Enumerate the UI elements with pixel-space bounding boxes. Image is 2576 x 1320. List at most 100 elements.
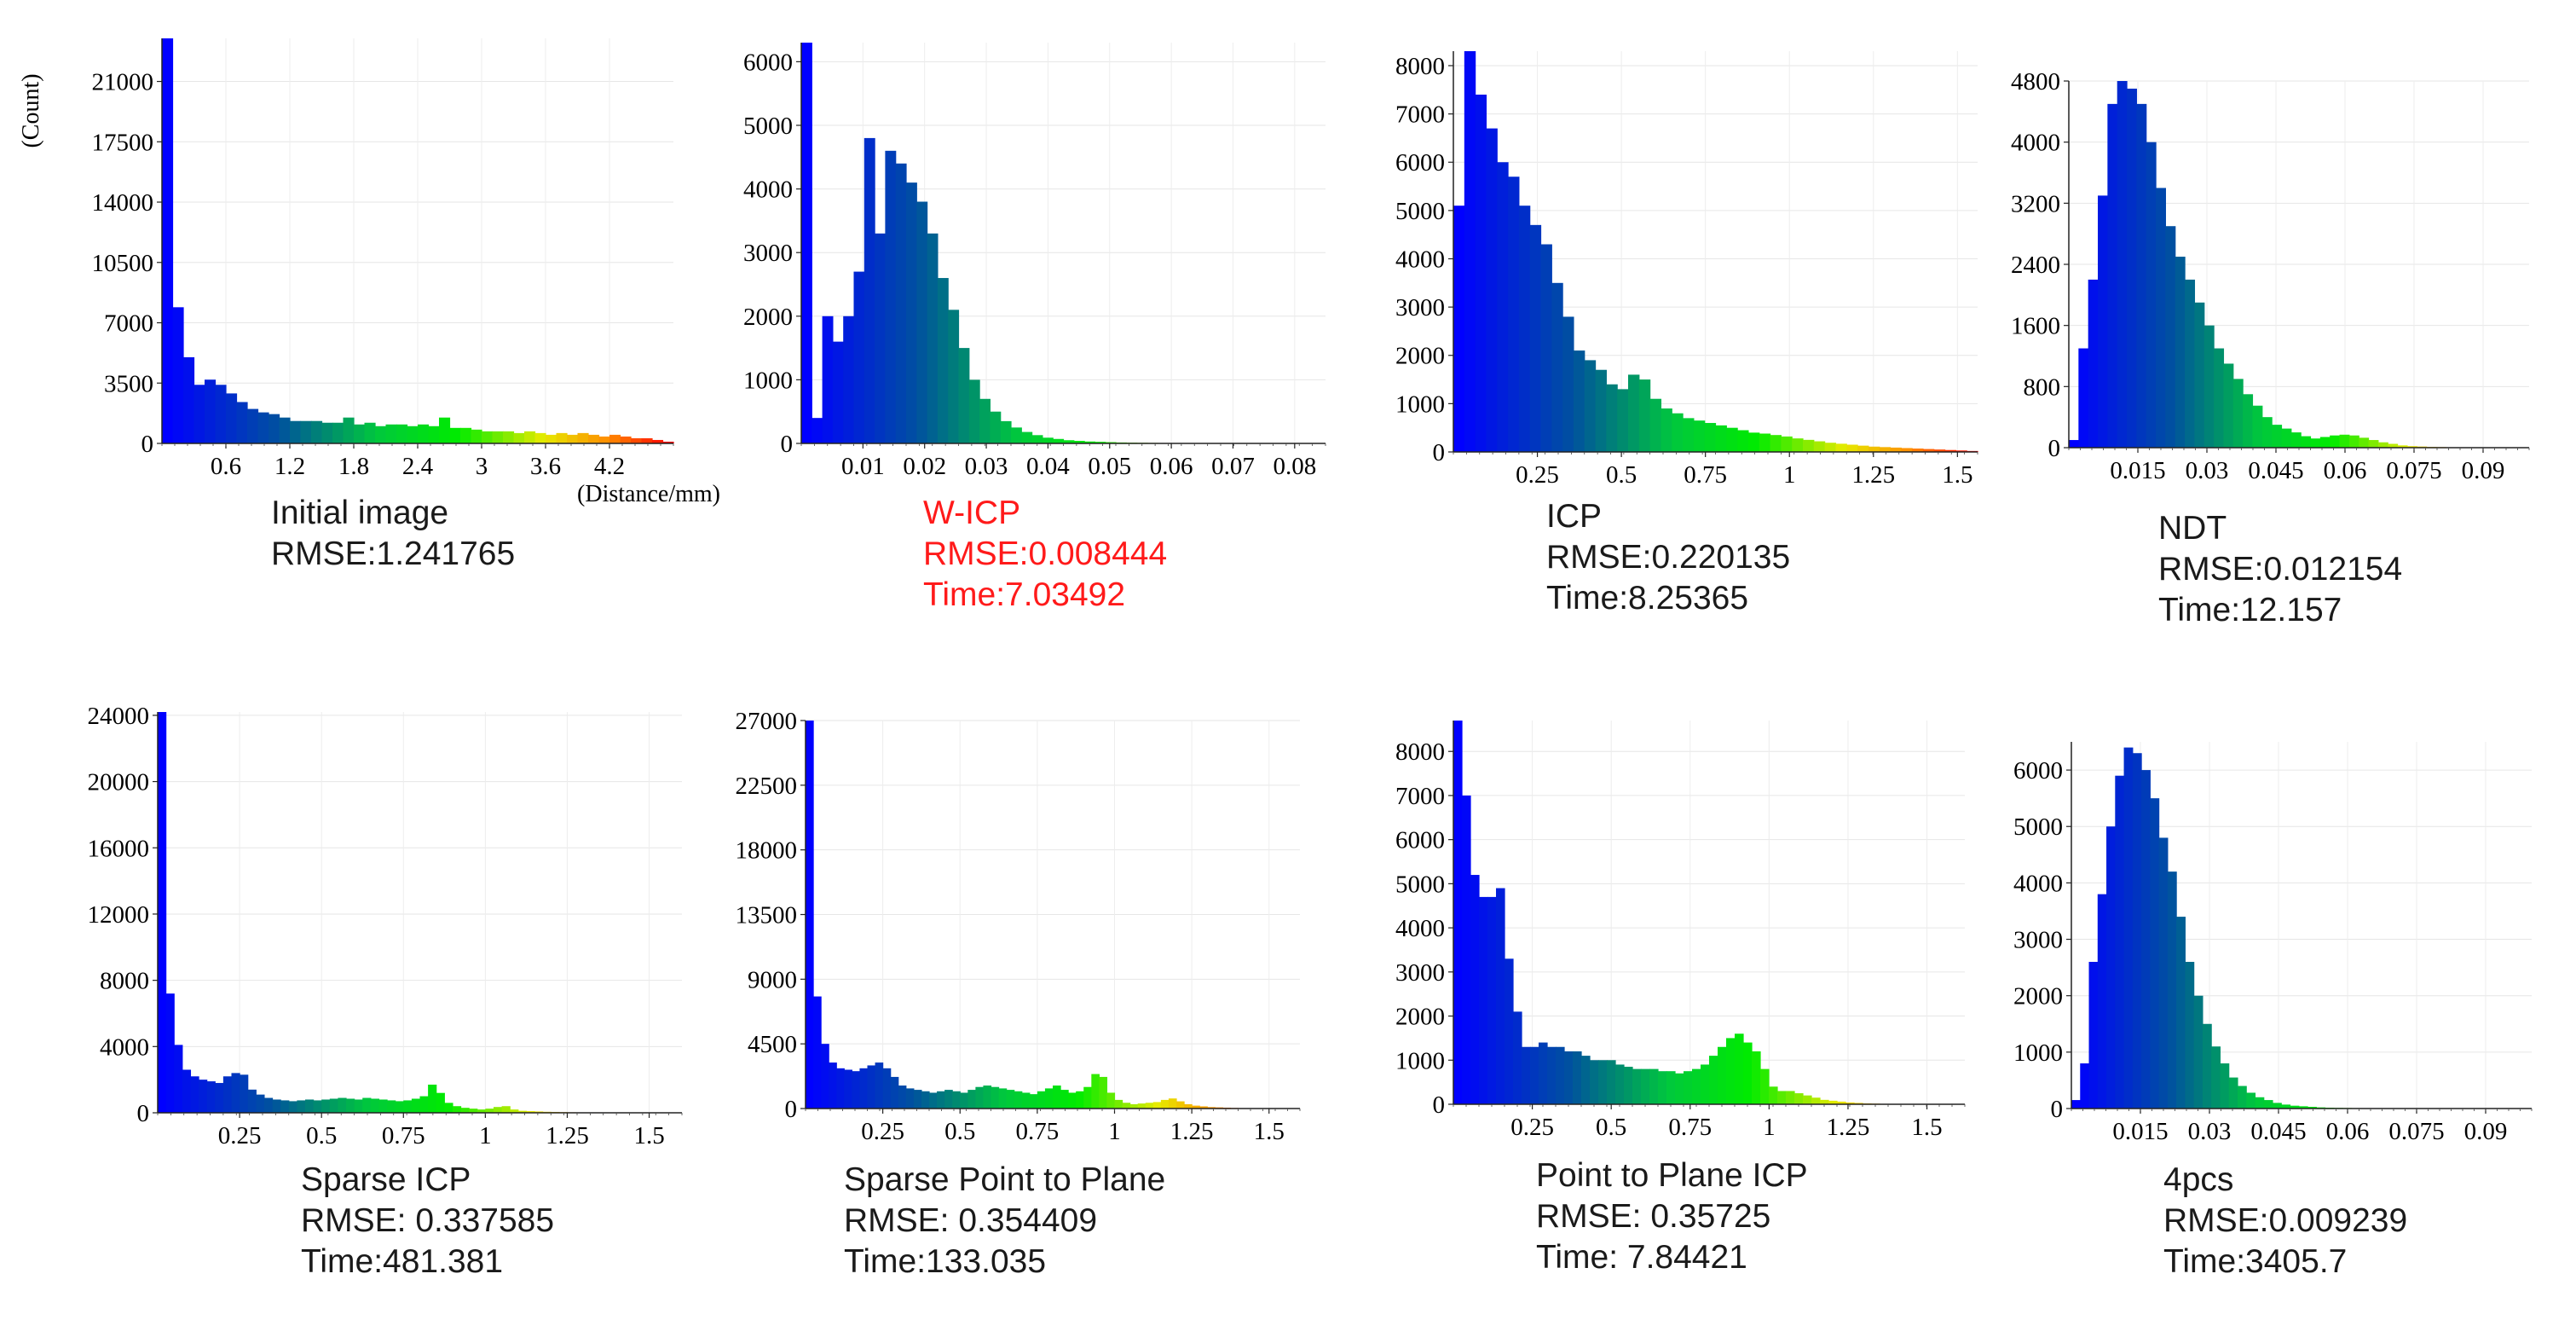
histogram-bar: [183, 356, 195, 443]
histogram-bar: [524, 431, 536, 443]
histogram-bar: [859, 1068, 869, 1109]
chart-panel-4pcs: 0 1000 2000 3000 4000 5000 6000 0.015 0.03 0.045 0…: [0, 682, 2576, 1320]
histogram-bar: [1715, 425, 1727, 452]
histogram-bar: [1803, 439, 1815, 452]
x-tick-label: 0.04: [1026, 453, 1070, 480]
histogram-bar: [2098, 195, 2108, 448]
histogram-bar: [2097, 894, 2107, 1109]
histogram-bar: [1933, 449, 1946, 452]
histogram-bar: [1014, 1091, 1023, 1109]
histogram-bar: [338, 1097, 347, 1113]
caption-w-icp: W-ICP RMSE:0.008444 Time:7.03492: [923, 493, 1167, 616]
histogram-bar: [2243, 394, 2254, 448]
histogram-bar: [2406, 446, 2417, 448]
x-tick-label: 0.03: [2188, 1118, 2232, 1145]
histogram-point-to-plane-icp: 0 1000 2000 3000 4000 5000 6000 7000 8000 0.25 0.5…: [1395, 721, 1966, 1141]
histogram-w-icp: 0 1000 2000 3000 4000 5000 6000 0.01 0.02 0.03 0.0…: [743, 43, 1326, 480]
histogram-bar: [1743, 1042, 1753, 1104]
caption-rmse: RMSE:0.008444: [923, 536, 1168, 572]
y-tick-label: 4000: [2013, 870, 2063, 897]
x-tick-label: 0.75: [382, 1122, 425, 1149]
caption-time: Time:481.381: [301, 1243, 504, 1280]
histogram-bar: [206, 1081, 216, 1113]
histogram-bar: [364, 422, 376, 443]
histogram-bar: [240, 1074, 249, 1113]
histogram-bar: [1496, 888, 1505, 1104]
x-tick-label: 1.25: [546, 1122, 589, 1149]
histogram-bar: [1508, 177, 1520, 452]
histogram-bar: [1029, 1094, 1038, 1109]
histogram-bar: [1122, 1103, 1131, 1109]
y-tick-label: 8000: [1395, 53, 1445, 80]
y-tick-label: 4000: [100, 1033, 149, 1061]
y-tick-label: 22500: [736, 773, 798, 800]
histogram-bar: [2301, 436, 2312, 448]
histogram-bar: [2167, 871, 2177, 1109]
histogram-bar: [2263, 1100, 2273, 1109]
histogram-bar: [526, 1111, 535, 1113]
histogram-bar: [1701, 1064, 1710, 1104]
histogram-bar: [1475, 94, 1487, 452]
x-tick-label: 0.02: [903, 453, 946, 480]
histogram-bar: [1770, 435, 1782, 452]
histogram-sparse-point-to-plane: 0 4500 9000 13500 18000 22500 27000 0.25 0.5 0.75…: [736, 708, 1301, 1145]
y-tick-label: 6000: [2013, 757, 2063, 784]
histogram-bar: [843, 316, 855, 443]
histogram-bar: [2156, 188, 2166, 448]
histogram-bar: [906, 182, 917, 443]
histogram-bar: [1095, 442, 1106, 443]
histogram-bar: [534, 432, 546, 443]
histogram-bar: [1692, 1068, 1701, 1104]
x-tick-label: 1.5: [1911, 1114, 1942, 1141]
histogram-bar: [1598, 1060, 1608, 1104]
x-tick-label: 0.01: [841, 453, 885, 480]
histogram-ndt: 0 800 1600 2400 3200 4000 4800 0.015 0.03 0.045 0.…: [2011, 68, 2530, 484]
y-tick-label: 4500: [748, 1031, 797, 1058]
histogram-bar: [2255, 1097, 2265, 1109]
histogram-bar: [875, 233, 886, 443]
histogram-bar: [662, 441, 674, 443]
histogram-bar: [2214, 348, 2225, 448]
y-tick-label: 5000: [1395, 871, 1445, 898]
histogram-bar: [2107, 103, 2118, 448]
histogram-bar: [2237, 1086, 2247, 1109]
histogram-bar: [1044, 1088, 1054, 1109]
y-tick-label: 6000: [1395, 149, 1445, 177]
histogram-bar: [2193, 995, 2203, 1109]
histogram-bar: [193, 385, 205, 443]
histogram-bar: [1011, 427, 1022, 443]
histogram-bar: [162, 38, 174, 443]
histogram-bar: [832, 341, 844, 443]
histogram-bar: [362, 1097, 372, 1113]
y-tick-label: 4000: [1395, 915, 1445, 942]
histogram-bar: [460, 427, 472, 443]
histogram-bar: [2339, 434, 2350, 448]
histogram-bar: [2175, 257, 2186, 448]
y-tick-label: 3000: [2013, 927, 2063, 954]
y-tick-label: 0: [2051, 1096, 2064, 1123]
histogram-bar: [1556, 1046, 1565, 1104]
x-tick-label: 0.25: [861, 1118, 904, 1145]
caption-rmse: RMSE:0.009239: [2163, 1202, 2408, 1239]
y-tick-label: 4000: [2011, 130, 2060, 157]
caption-title: Initial image: [271, 495, 449, 531]
x-tick-label: 0.5: [1606, 461, 1637, 489]
y-tick-label: 14000: [92, 189, 154, 217]
histogram-bar: [1868, 446, 1880, 452]
histogram-bar: [2307, 1107, 2317, 1109]
y-tick-label: 1000: [1395, 1047, 1445, 1074]
histogram-bar: [1683, 418, 1695, 452]
histogram-bar: [1835, 443, 1847, 452]
histogram-bar: [1658, 1071, 1667, 1104]
histogram-bar: [1031, 435, 1043, 443]
y-tick-label: 0: [1433, 439, 1446, 466]
y-tick-label: 18000: [736, 837, 798, 865]
histogram-bar: [2158, 837, 2169, 1109]
histogram-bar: [256, 1094, 265, 1113]
histogram-bar: [1129, 1103, 1139, 1109]
histogram-bar: [378, 1099, 388, 1113]
histogram-bar: [1672, 413, 1684, 452]
histogram-bar: [990, 411, 1002, 443]
caption-title: Point to Plane ICP: [1536, 1157, 1808, 1194]
histogram-bar: [311, 420, 323, 443]
